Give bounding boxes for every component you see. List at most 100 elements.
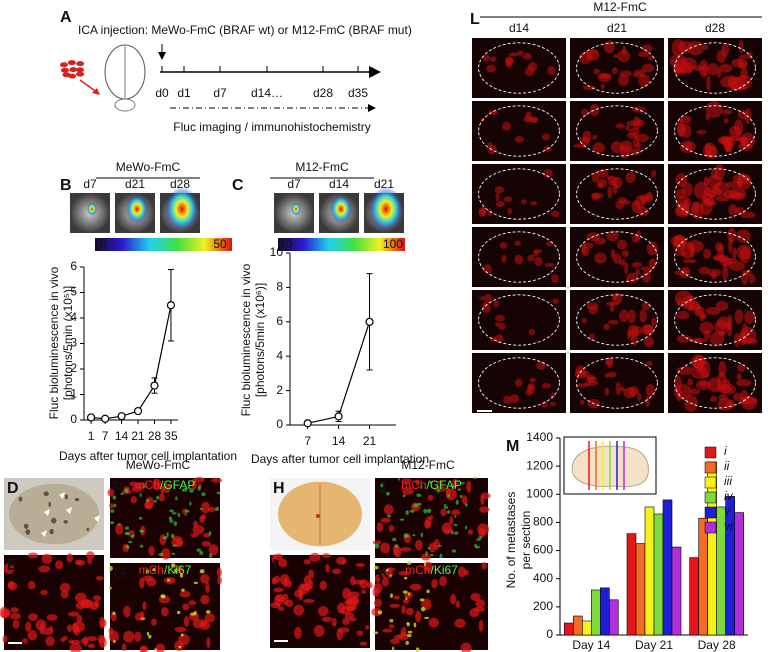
stain-label: mCh/GFAP	[135, 478, 196, 492]
texture	[41, 553, 53, 564]
texture	[728, 204, 738, 216]
bar	[573, 615, 583, 636]
y-tick-label: 1400	[526, 430, 553, 444]
texture	[635, 268, 641, 276]
texture	[205, 610, 211, 614]
texture	[439, 553, 443, 559]
texture	[397, 478, 401, 481]
texture	[533, 248, 543, 254]
texture	[66, 624, 73, 633]
y-tick-label: 6	[276, 314, 283, 328]
texture	[139, 544, 144, 548]
legend-label: i	[724, 444, 727, 458]
texture	[437, 480, 443, 485]
bar	[653, 513, 664, 636]
texture	[419, 598, 425, 602]
texture	[678, 115, 692, 124]
texture	[184, 513, 187, 516]
texture	[699, 311, 705, 322]
texture	[109, 503, 115, 509]
texture	[139, 577, 145, 589]
texture	[274, 553, 283, 561]
texture	[732, 246, 737, 260]
texture	[417, 502, 422, 506]
texture	[674, 251, 688, 256]
texture	[174, 569, 177, 573]
texture	[317, 606, 329, 617]
texture	[86, 551, 95, 560]
texture	[415, 479, 421, 486]
texture	[469, 608, 480, 618]
texture	[625, 171, 636, 183]
texture	[695, 380, 712, 391]
texture	[683, 259, 697, 264]
texture	[484, 293, 493, 304]
texture	[578, 51, 593, 64]
y-axis-label: [photons/5min (x10⁵)]	[61, 286, 75, 400]
texture	[424, 616, 430, 620]
texture	[201, 514, 206, 520]
texture	[586, 374, 596, 382]
texture	[23, 523, 29, 529]
texture	[620, 140, 633, 153]
bar	[734, 512, 744, 636]
bar	[582, 620, 592, 636]
texture	[337, 627, 350, 633]
texture	[425, 551, 428, 557]
injection-arrowhead	[92, 88, 100, 95]
texture	[201, 619, 208, 626]
tumor-cell	[69, 67, 78, 73]
texture	[597, 168, 609, 178]
texture	[427, 494, 434, 501]
texture	[388, 624, 395, 629]
texture	[631, 261, 643, 268]
data-point	[133, 406, 143, 416]
texture	[356, 630, 364, 636]
texture	[541, 401, 548, 408]
texture	[325, 564, 330, 573]
texture	[3, 562, 15, 575]
biolum-signal	[87, 202, 97, 216]
texture	[405, 597, 408, 601]
texture	[112, 611, 116, 616]
texture	[188, 600, 196, 606]
texture	[182, 603, 190, 611]
texture	[736, 373, 742, 381]
x-tick-label: 7	[102, 429, 109, 443]
texture	[503, 395, 512, 405]
texture	[113, 639, 116, 644]
stain-red: mCh	[135, 478, 160, 492]
x-tick-label: 1	[88, 429, 95, 443]
section-outline	[478, 168, 560, 220]
texture	[200, 594, 210, 605]
texture	[18, 496, 23, 502]
texture	[677, 122, 687, 138]
texture	[419, 485, 423, 488]
texture	[682, 297, 688, 310]
texture	[278, 558, 288, 568]
arrowhead	[44, 509, 50, 516]
texture	[402, 590, 408, 594]
stain-red: mCh	[405, 563, 430, 577]
texture	[22, 638, 28, 644]
x-tick-label: 7	[304, 434, 311, 448]
texture	[611, 295, 618, 301]
texture	[460, 482, 466, 485]
texture	[146, 631, 150, 636]
x-axis-label: Days after tumor cell implantation	[59, 449, 237, 463]
texture	[130, 495, 137, 504]
texture	[154, 648, 158, 651]
texture	[346, 605, 356, 611]
texture	[474, 543, 477, 548]
texture	[445, 487, 451, 496]
texture	[389, 619, 394, 623]
texture	[470, 593, 481, 602]
texture	[215, 506, 220, 512]
texture	[199, 569, 205, 574]
timeline-label: d0	[155, 86, 169, 100]
data-line	[90, 305, 172, 420]
panel-letter: G	[113, 565, 125, 582]
texture	[373, 598, 382, 608]
texture	[486, 64, 496, 73]
texture	[612, 66, 618, 75]
